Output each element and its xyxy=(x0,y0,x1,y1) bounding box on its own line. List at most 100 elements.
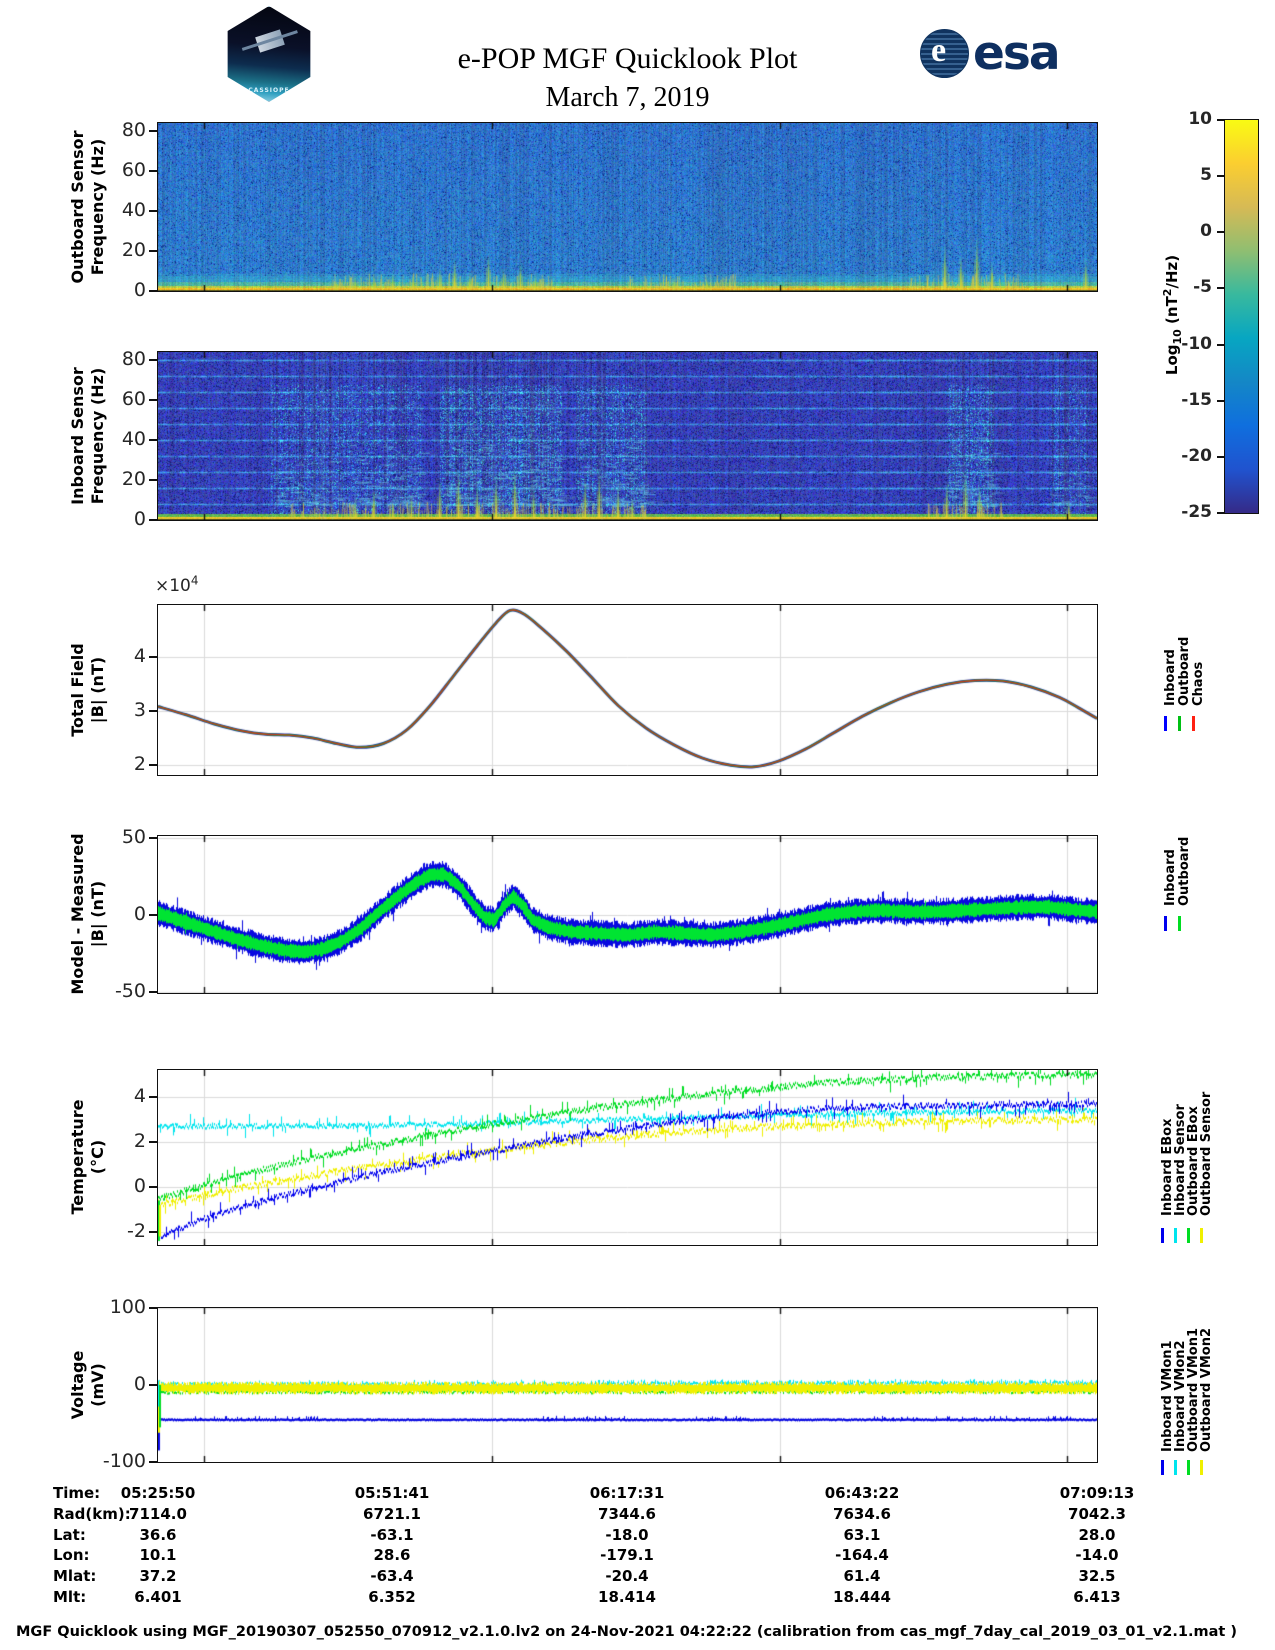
colorbar-tick-mark xyxy=(1217,287,1224,290)
y-tick-label: 4 xyxy=(133,1084,146,1107)
colorbar-tick-label: -20 xyxy=(1181,445,1212,466)
table-row-label: Mlat: xyxy=(53,1567,97,1586)
table-cell: -179.1 xyxy=(600,1546,654,1565)
colorbar-tick-label: -10 xyxy=(1181,333,1212,354)
y-tick-mark xyxy=(149,1140,157,1143)
legend-marker xyxy=(1164,716,1167,731)
legend-label-outboard-vmon2: Outboard VMon2 xyxy=(1199,1327,1214,1452)
colorbar-tick-mark xyxy=(1217,231,1224,234)
y-tick-label: 20 xyxy=(121,468,146,490)
esa-wordmark: esa xyxy=(973,25,1061,81)
colorbar-tick-mark xyxy=(1217,343,1224,346)
y-tick-label: 0 xyxy=(133,279,146,301)
table-cell: -20.4 xyxy=(605,1567,649,1586)
y-tick-mark xyxy=(149,709,157,712)
legend-marker xyxy=(1200,1460,1203,1475)
y-tick-label: 0 xyxy=(133,902,146,925)
colorbar xyxy=(1224,119,1259,514)
voltage-plot xyxy=(157,1307,1098,1463)
total-field-plot xyxy=(157,604,1098,776)
table-cell: 61.4 xyxy=(843,1567,881,1586)
table-cell: -63.4 xyxy=(370,1567,414,1586)
legend-label-outboard: Outboard xyxy=(1177,636,1192,706)
table-cell: 10.1 xyxy=(139,1546,177,1565)
table-cell: -164.4 xyxy=(835,1546,889,1565)
y-tick-label: 100 xyxy=(109,1296,146,1318)
y-tick-mark xyxy=(149,1095,157,1098)
model-measured-plot xyxy=(157,835,1098,994)
colorbar-tick-label: 5 xyxy=(1200,165,1212,186)
y-tick-label: 4 xyxy=(133,644,146,667)
y-tick-label: -2 xyxy=(127,1219,146,1242)
patch-label: CASSIOPE xyxy=(248,87,290,94)
y-tick-label: 0 xyxy=(133,1174,146,1197)
y-tick-mark xyxy=(149,991,157,994)
total-field-exponent: ×104 xyxy=(155,573,199,596)
table-cell: 7042.3 xyxy=(1068,1504,1126,1523)
table-cell: 28.6 xyxy=(373,1546,411,1565)
colorbar-tick-mark xyxy=(1217,455,1224,458)
table-row-label: Rad(km): xyxy=(53,1504,131,1523)
y-tick-mark xyxy=(149,1307,157,1309)
table-cell: 7344.6 xyxy=(598,1504,656,1523)
legend-label-inboard: Inboard xyxy=(1163,649,1178,706)
y-tick-label: 80 xyxy=(121,119,146,141)
page-date: March 7, 2019 xyxy=(545,82,710,113)
y-tick-mark xyxy=(149,764,157,767)
y-tick-label: 2 xyxy=(133,1129,146,1152)
colorbar-tick-label: 10 xyxy=(1188,109,1212,129)
y-tick-label: 0 xyxy=(133,1373,146,1395)
y-tick-mark xyxy=(149,210,157,212)
y-tick-mark xyxy=(149,439,157,441)
esa-globe-icon: e xyxy=(920,28,969,78)
legend-marker xyxy=(1174,1460,1177,1475)
legend-marker xyxy=(1187,1228,1190,1243)
table-row-label: Mlt: xyxy=(53,1588,87,1606)
table-row-label: Lat: xyxy=(53,1525,86,1544)
legend-marker xyxy=(1178,916,1181,931)
y-tick-mark xyxy=(149,399,157,401)
y-tick-mark xyxy=(149,170,157,172)
table-cell: 6.401 xyxy=(134,1588,182,1606)
table-cell: 32.5 xyxy=(1078,1567,1116,1586)
y-tick-mark xyxy=(149,250,157,252)
table-cell: 18.414 xyxy=(598,1588,656,1606)
y-tick-mark xyxy=(149,1230,157,1233)
table-cell: 7634.6 xyxy=(833,1504,891,1523)
y-tick-label: 2 xyxy=(133,753,146,776)
y-tick-label: 60 xyxy=(121,388,146,410)
legend-label-outboard: Outboard xyxy=(1177,836,1192,906)
table-cell: 6.352 xyxy=(368,1588,416,1606)
table-cell: 18.444 xyxy=(833,1588,891,1606)
y-tick-label: 40 xyxy=(121,199,146,221)
y-tick-label: 3 xyxy=(133,698,146,721)
y-tick-mark xyxy=(149,913,157,916)
y-tick-mark xyxy=(149,1185,157,1188)
table-cell: 06:43:22 xyxy=(824,1484,900,1502)
table-cell: 7114.0 xyxy=(129,1504,187,1523)
legend-label-inboard: Inboard xyxy=(1163,849,1178,906)
table-cell: 36.6 xyxy=(139,1525,177,1544)
outboard-spectrogram xyxy=(157,122,1098,292)
y-tick-mark xyxy=(149,519,157,521)
legend-marker xyxy=(1200,1228,1203,1243)
y-tick-mark xyxy=(149,655,157,658)
table-row-label: Lon: xyxy=(53,1546,90,1565)
legend-marker xyxy=(1174,1228,1177,1243)
table-cell: 63.1 xyxy=(843,1525,881,1544)
colorbar-tick-mark xyxy=(1217,175,1224,178)
legend-marker xyxy=(1164,916,1167,931)
table-cell: 05:25:50 xyxy=(120,1484,196,1502)
y-tick-label: -100 xyxy=(102,1450,146,1472)
table-cell: 6721.1 xyxy=(363,1504,421,1523)
table-cell: 07:09:13 xyxy=(1059,1484,1135,1502)
table-cell: -14.0 xyxy=(1075,1546,1119,1565)
colorbar-tick-label: -15 xyxy=(1181,389,1212,410)
footer-text: MGF Quicklook using MGF_20190307_052550_… xyxy=(16,1624,1238,1640)
legend-marker xyxy=(1192,716,1195,731)
table-cell: 37.2 xyxy=(139,1567,177,1586)
table-cell: 6.413 xyxy=(1073,1588,1121,1606)
table-cell: 28.0 xyxy=(1078,1525,1116,1544)
y-tick-label: 0 xyxy=(133,508,146,530)
